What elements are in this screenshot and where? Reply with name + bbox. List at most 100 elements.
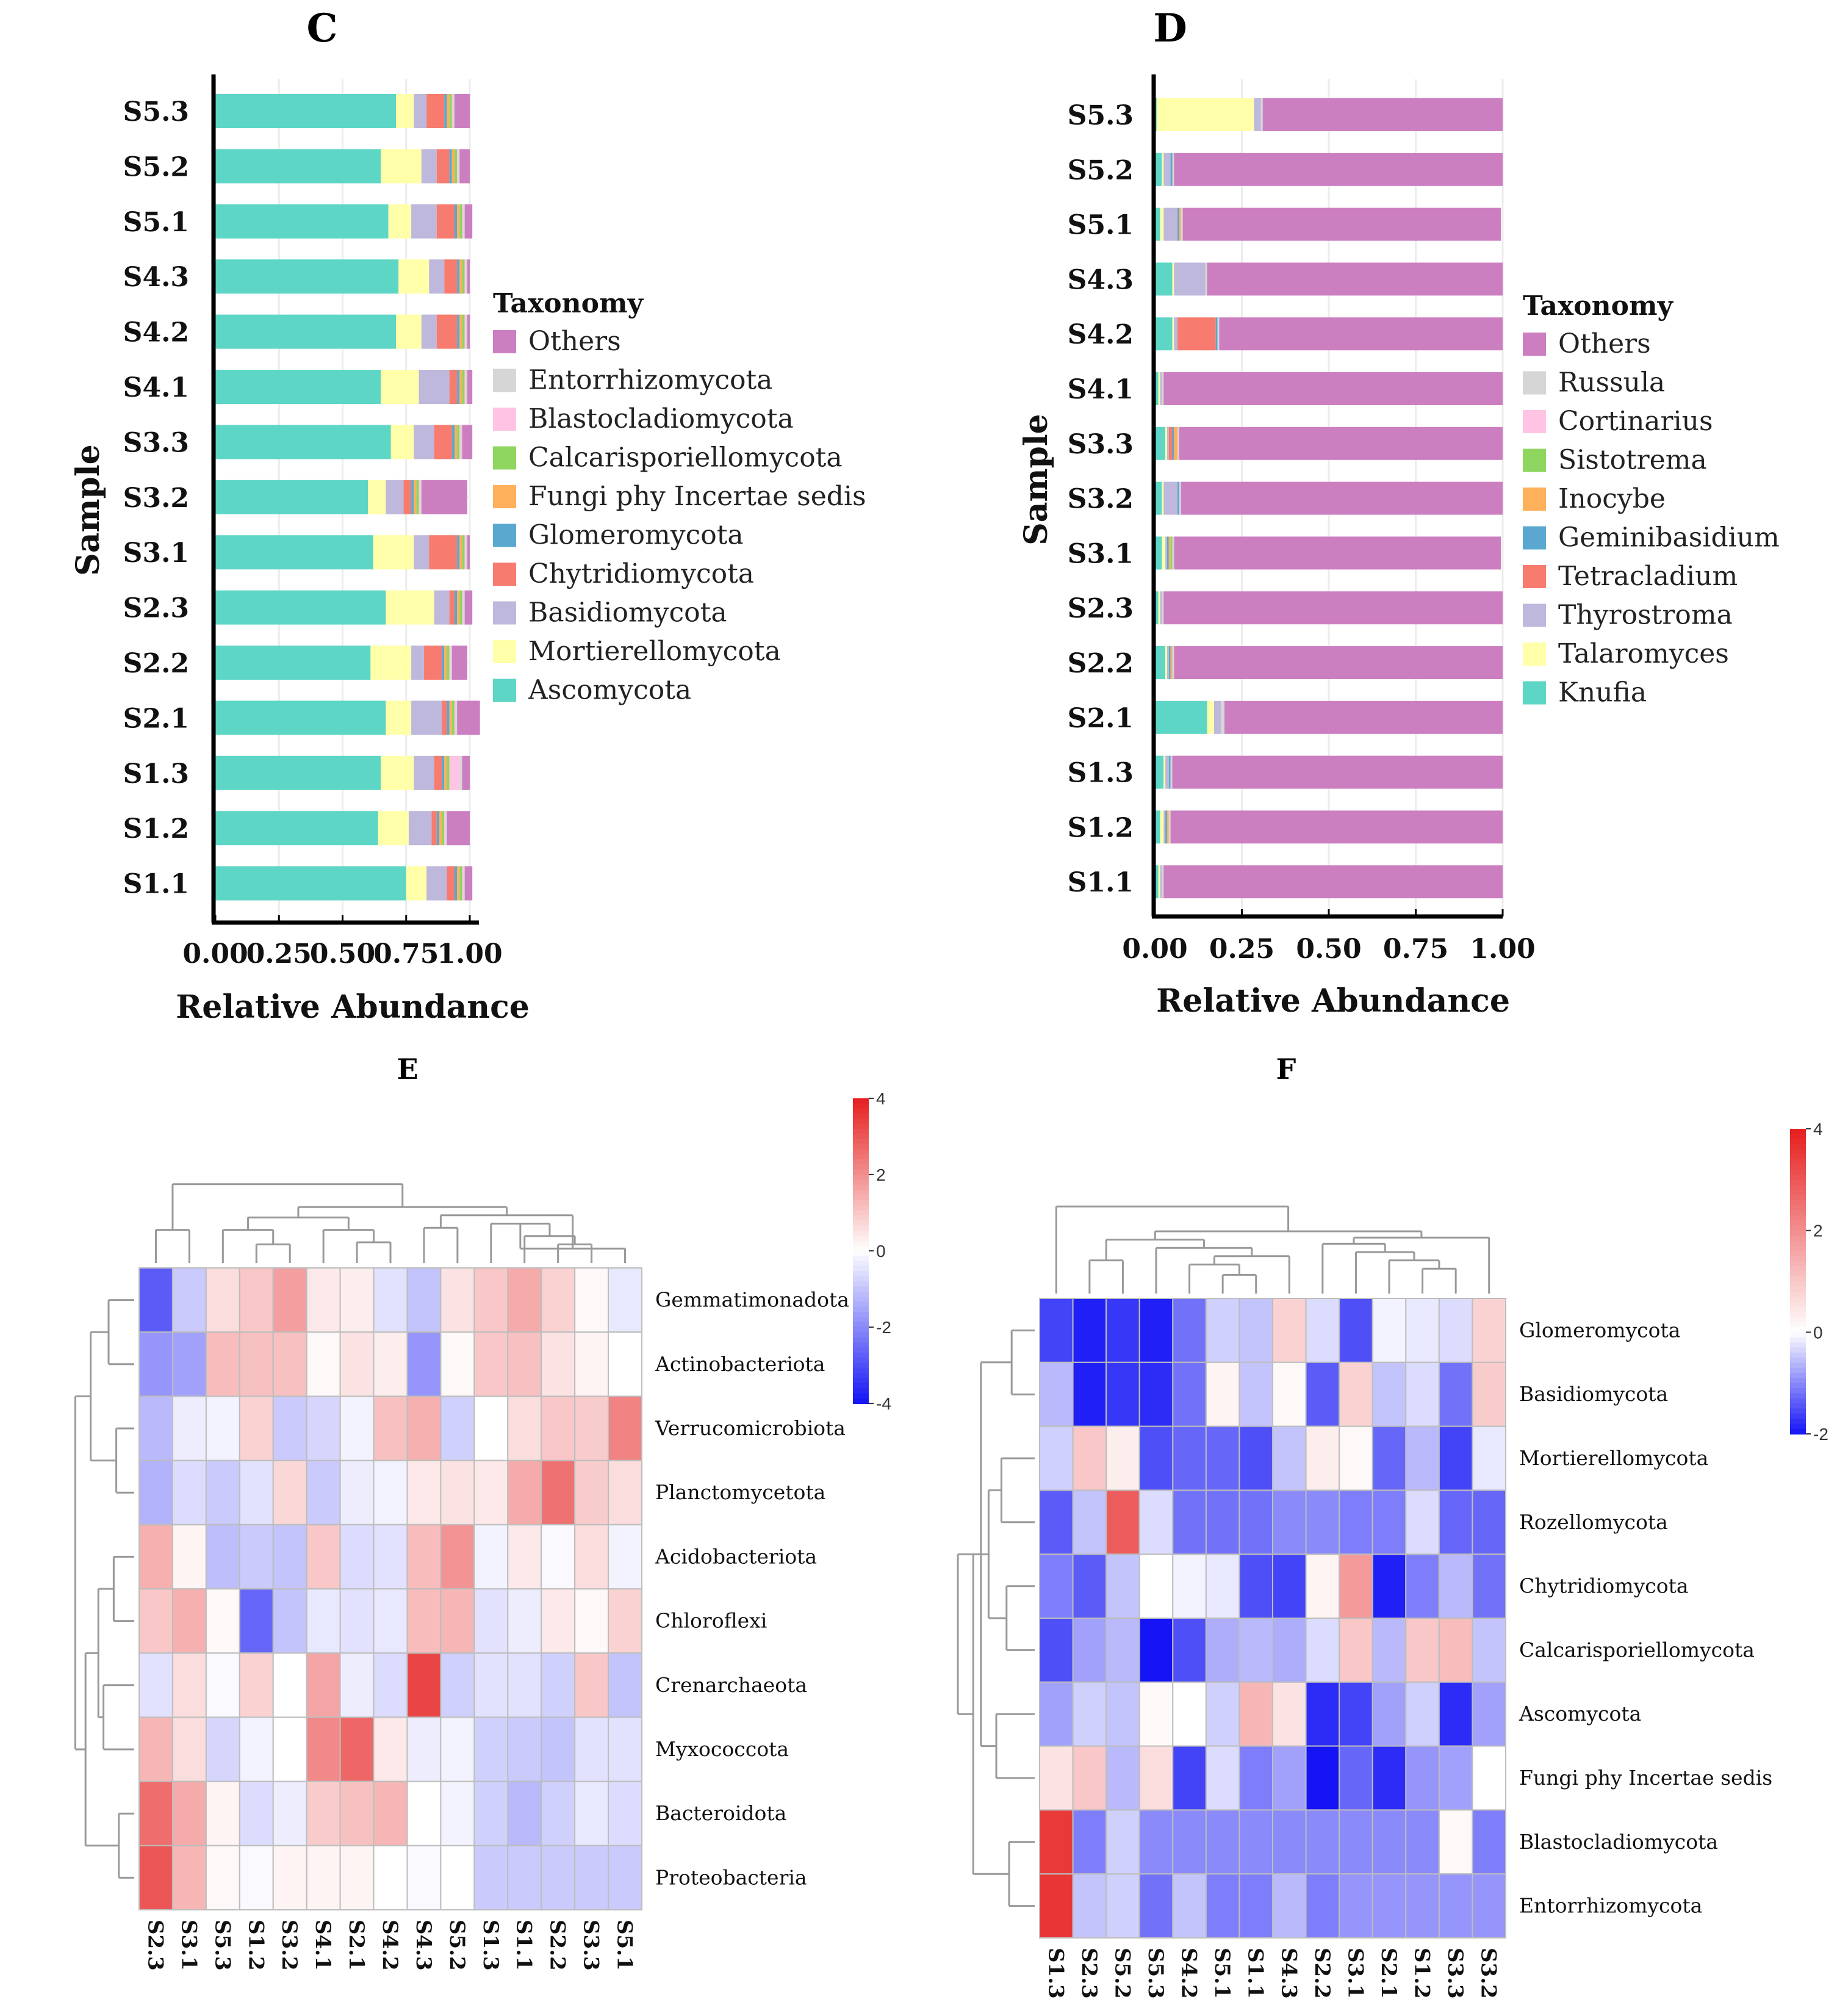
panel-c-bar-s1-1-fungi-phy-incertae-sedis bbox=[457, 866, 460, 901]
panel-c-bar-s3-2-calcarisporiellomycota bbox=[416, 480, 419, 514]
panel-e-cell-gemmatimonadota-s2-3 bbox=[138, 1267, 173, 1333]
panel-e-cell-actinobacteriota-s1-3 bbox=[473, 1331, 509, 1397]
panel-d-bar-s2-1-talaromyces bbox=[1207, 700, 1214, 734]
panel-f-colorbar-segment bbox=[1790, 1129, 1806, 1135]
panel-d-y-tick-label: S4.2 bbox=[1068, 319, 1134, 350]
panel-f-cell-entorrhizomycota-s5-2 bbox=[1105, 1873, 1140, 1939]
panel-f-cell-glomeromycota-s2-3 bbox=[1072, 1298, 1107, 1363]
panel-f-cell-mortierellomycota-s5-2 bbox=[1105, 1425, 1140, 1491]
panel-f-colorbar-segment bbox=[1790, 1154, 1806, 1160]
panel-c-bar-s5-3-blastocladiomycota bbox=[451, 94, 453, 128]
panel-c-bar-s3-2-fungi-phy-incertae-sedis bbox=[414, 480, 417, 514]
panel-e-colorbar-segment bbox=[853, 1251, 869, 1257]
panel-e-colorbar-segment bbox=[853, 1169, 869, 1175]
panel-f-cell-glomeromycota-s5-3 bbox=[1138, 1298, 1174, 1363]
panel-d-bar-s1-1-thyrostroma bbox=[1160, 865, 1162, 899]
panel-f-colorbar-segment bbox=[1790, 1383, 1806, 1389]
panel-f-cell-entorrhizomycota-s1-3 bbox=[1039, 1873, 1074, 1939]
panel-e-colorbar-segment bbox=[853, 1210, 869, 1216]
panel-f-cell-basidiomycota-s4-3 bbox=[1272, 1361, 1307, 1427]
panel-c-bar-s1-2-ascomycota bbox=[215, 811, 378, 846]
panel-e-colorbar-segment bbox=[853, 1114, 869, 1120]
panel-d-legend-swatch-inocybe bbox=[1523, 488, 1546, 511]
panel-c-legend-swatch-entorrhizomycota bbox=[493, 369, 516, 392]
panel-c-y-tick-label: S4.3 bbox=[123, 262, 189, 293]
panel-d-bar-s4-3-talaromyces bbox=[1172, 262, 1174, 296]
panel-d-bar-s5-1-russula bbox=[1181, 207, 1183, 241]
panel-c-bar-s5-3-fungi-phy-incertae-sedis bbox=[447, 94, 450, 128]
panel-e-cell-bacteroidota-s5-2 bbox=[440, 1780, 475, 1846]
panel-f-colorbar-segment bbox=[1790, 1352, 1806, 1358]
panel-e-cell-gemmatimonadota-s3-3 bbox=[574, 1267, 609, 1333]
panel-d-bar-s1-1-knufia bbox=[1155, 865, 1159, 899]
panel-f-cell-fungi-phy-incertae-sedis-s3-1 bbox=[1339, 1745, 1373, 1811]
panel-f-colorbar-segment bbox=[1790, 1378, 1806, 1384]
panel-f-cell-chytridiomycota-s3-1 bbox=[1339, 1553, 1373, 1619]
panel-d-bar-s3-1-inocybe bbox=[1168, 536, 1171, 570]
panel-f-cell-glomeromycota-s2-1 bbox=[1371, 1298, 1407, 1363]
panel-e-cell-verrucomicrobiota-s2-2 bbox=[541, 1395, 576, 1461]
panel-f-colorbar-segment bbox=[1790, 1169, 1806, 1175]
panel-f-cell-blastocladiomycota-s1-1 bbox=[1238, 1809, 1274, 1875]
panel-d-x-tick-label: 0.75 bbox=[1383, 934, 1448, 965]
panel-e-cell-chloroflexi-s3-3 bbox=[574, 1588, 609, 1654]
panel-f-cell-entorrhizomycota-s4-2 bbox=[1172, 1873, 1207, 1939]
panel-f-row-labels: Glomeromycota Basidiomycota Mortierellomyc… bbox=[1519, 1318, 1772, 1917]
panel-c-bar-s2-2-mortierellomycota bbox=[370, 646, 412, 680]
panel-f-column-label: S4.3 bbox=[1276, 1948, 1301, 1999]
panel-d-bar-s3-2-russula bbox=[1179, 481, 1181, 515]
panel-d-bar-s2-1-thyrostroma bbox=[1213, 700, 1221, 734]
panel-e-cell-actinobacteriota-s5-1 bbox=[608, 1331, 642, 1397]
panel-c-bar-s1-2-chytridiomycota bbox=[431, 811, 437, 846]
panel-f-cell-blastocladiomycota-s3-3 bbox=[1438, 1809, 1473, 1875]
panel-f-colorbar-segment bbox=[1790, 1337, 1806, 1343]
panel-e-cell-actinobacteriota-s1-1 bbox=[507, 1331, 542, 1397]
panel-d-bar-s2-2-knufia bbox=[1155, 646, 1166, 679]
panel-f-colorbar-segment bbox=[1790, 1428, 1806, 1435]
panel-e-colorbar-segment bbox=[853, 1383, 869, 1389]
panel-e-cell-crenarchaeota-s1-3 bbox=[473, 1652, 509, 1718]
panel-c-bar-s3-1-chytridiomycota bbox=[429, 535, 458, 570]
panel-f-cell-chytridiomycota-s5-1 bbox=[1205, 1553, 1240, 1619]
panel-c-legend-swatch-ascomycota bbox=[493, 679, 516, 702]
panel-e-cell-verrucomicrobiota-s3-2 bbox=[272, 1395, 307, 1461]
panel-d-bar-s3-3-others bbox=[1179, 427, 1503, 460]
panel-c-y-tick-label: S3.2 bbox=[123, 483, 189, 514]
panel-d-bar-s1-2-knufia bbox=[1155, 810, 1160, 844]
panel-e-cell-proteobacteria-s4-2 bbox=[373, 1845, 408, 1911]
panel-f-cell-ascomycota-s1-1 bbox=[1238, 1681, 1274, 1747]
panel-d-legend-label-tetracladium: Tetracladium bbox=[1558, 561, 1738, 592]
panel-e-cell-myxococcota-s3-3 bbox=[574, 1716, 609, 1782]
panel-f-cell-glomeromycota-s5-2 bbox=[1105, 1298, 1140, 1363]
panel-f-column-dendrogram bbox=[1055, 1205, 1490, 1294]
panel-d-bar-s2-2-russula bbox=[1172, 646, 1174, 679]
panel-f-colorbar-segment bbox=[1790, 1256, 1806, 1262]
panel-c-bar-s2-2-glomeromycota bbox=[442, 646, 445, 680]
panel-c-bar-s1-3-mortierellomycota bbox=[381, 755, 414, 790]
panel-e-row-label: Myxococcota bbox=[655, 1737, 789, 1761]
panel-d-bar-s4-1-knufia bbox=[1155, 372, 1159, 405]
panel-e-row-label: Crenarchaeota bbox=[655, 1673, 807, 1697]
panel-e-colorbar-segment bbox=[853, 1149, 869, 1155]
panel-f-colorbar-segment bbox=[1790, 1149, 1806, 1155]
panel-d-bar-s4-3-knufia bbox=[1155, 262, 1173, 296]
panel-c-bar-s3-3-calcarisporiellomycota bbox=[457, 425, 460, 459]
panel-e-colorbar-segment bbox=[853, 1281, 869, 1287]
panel-c-bar-s4-3-others bbox=[467, 259, 470, 294]
panel-f-cell-calcarisporiellomycota-s3-3 bbox=[1438, 1618, 1473, 1683]
panel-c-ylabel: Sample bbox=[70, 444, 107, 575]
panel-e-cell-chloroflexi-s5-2 bbox=[440, 1588, 475, 1654]
panel-f-cell-rozellomycota-s5-3 bbox=[1138, 1489, 1174, 1555]
panel-f-cell-rozellomycota-s2-1 bbox=[1371, 1489, 1407, 1555]
panel-e-column-dendrogram bbox=[154, 1183, 627, 1263]
panel-f-cell-chytridiomycota-s1-1 bbox=[1238, 1553, 1274, 1619]
panel-e-cell-myxococcota-s1-3 bbox=[473, 1716, 509, 1782]
panel-c-bar-s1-1-others bbox=[464, 866, 473, 901]
panel-e-colorbar-segment bbox=[853, 1190, 869, 1196]
panel-d-bar-s2-3-russula bbox=[1162, 591, 1164, 625]
panel-f-cell-ascomycota-s3-3 bbox=[1438, 1681, 1473, 1747]
panel-e-cell-acidobacteriota-s2-1 bbox=[339, 1524, 375, 1590]
panel-d-legend-label-sistotrema: Sistotrema bbox=[1558, 445, 1707, 476]
panel-d-bar-s4-3-thyrostroma bbox=[1174, 262, 1206, 296]
panel-e-colorbar-segment bbox=[853, 1184, 869, 1190]
